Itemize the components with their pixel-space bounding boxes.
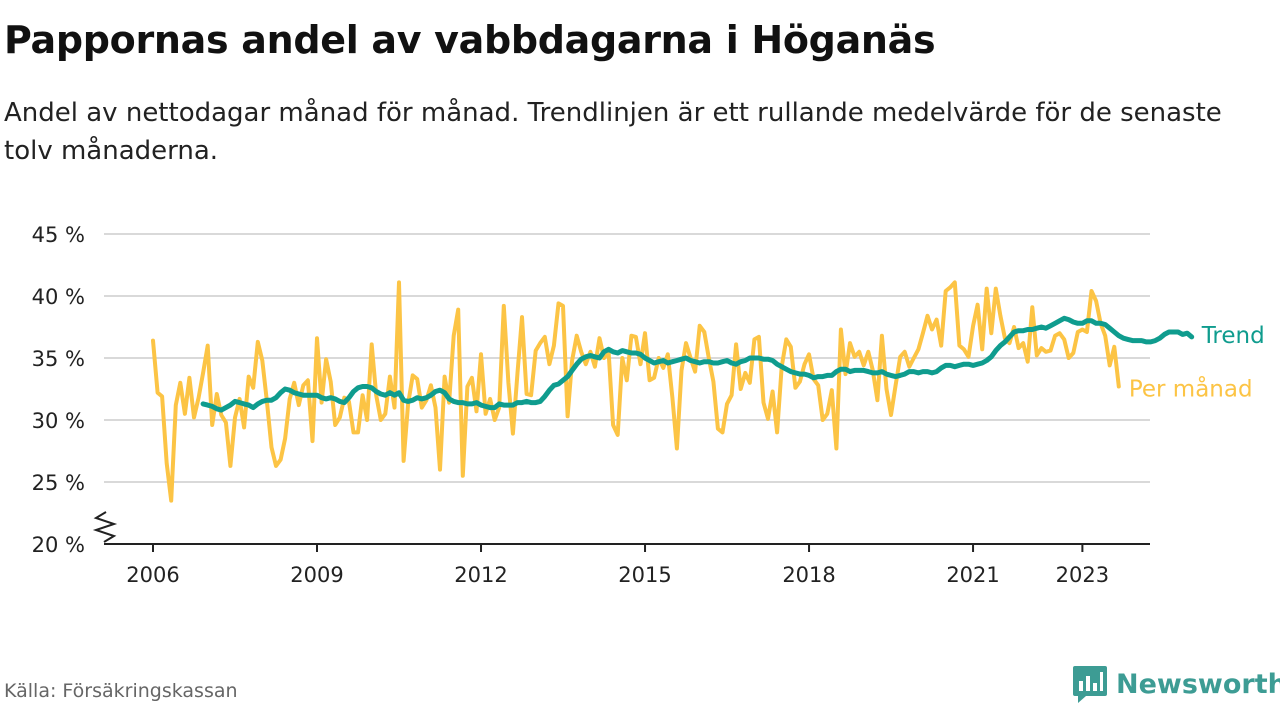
x-tick-label: 2023: [1056, 563, 1109, 587]
brand-name: Newsworthy: [1116, 668, 1280, 700]
gridlines: [104, 233, 1150, 483]
x-axis-tick-labels: 2006 2009 2012 2015 2018 2021 2023: [126, 563, 1109, 587]
axis-break-zigzag: [92, 511, 118, 543]
series-line-per-manad: [151, 280, 1121, 503]
x-tick-label: 2006: [126, 563, 179, 587]
chart-title: Pappornas andel av vabbdagarna i Höganäs: [4, 18, 936, 62]
x-tick-label: 2018: [782, 563, 835, 587]
x-tick-label: 2015: [618, 563, 671, 587]
source-credit: Källa: Försäkringskassan: [4, 680, 238, 702]
y-tick-label: 20 %: [32, 533, 85, 557]
y-tick-label: 35 %: [32, 347, 85, 371]
chart-lines: [151, 280, 1195, 503]
y-tick-label: 25 %: [32, 471, 85, 495]
chart-subtitle: Andel av nettodagar månad för månad. Tre…: [4, 98, 1222, 166]
y-tick-label: 30 %: [32, 409, 85, 433]
series-labels: Trend Per månad: [1129, 323, 1265, 403]
series-label-per-manad: Per månad: [1129, 375, 1253, 403]
x-axis: [104, 543, 1150, 552]
y-tick-label: 40 %: [32, 285, 85, 309]
y-axis-break-icon: [92, 511, 118, 543]
brand-logo: Newsworthy: [1072, 662, 1280, 706]
bar-chart-speech-bubble-icon: [1073, 666, 1107, 703]
series-line-trend: [200, 315, 1195, 413]
y-axis-tick-labels: 20 % 25 % 30 % 35 % 40 % 45 %: [32, 223, 85, 557]
x-tick-label: 2012: [454, 563, 507, 587]
x-tick-label: 2009: [290, 563, 343, 587]
series-label-trend: Trend: [1201, 323, 1265, 349]
y-tick-label: 45 %: [32, 223, 85, 247]
x-tick-label: 2021: [946, 563, 999, 587]
